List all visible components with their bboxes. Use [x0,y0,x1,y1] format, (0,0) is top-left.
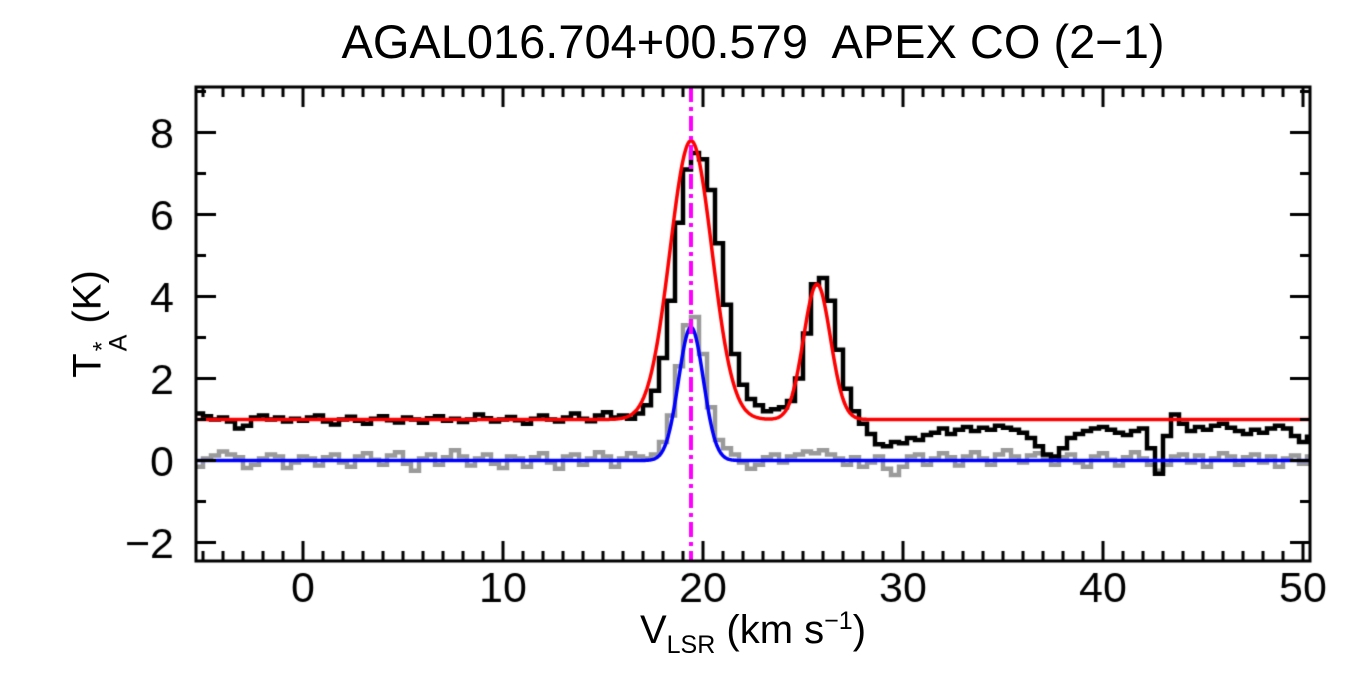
y-axis-label-units: (K) [65,270,110,335]
x-axis-label-superscript: −1 [824,607,853,635]
y-axis-label-symbol: T [65,353,110,378]
chart-title: AGAL016.704+00.579 APEX CO (2−1) [341,15,1165,68]
y-axis-label: T * A (K) [65,270,133,378]
x-axis-label-units-close: ) [852,608,867,652]
x-axis-label-units: (km s [715,608,825,652]
x-axis-label-symbol: V [639,608,667,652]
y-axis-label-subscript: A [104,334,132,352]
x-axis-label: VLSR (km s−1) [196,607,1310,659]
x-axis-label-subscript: LSR [666,631,716,659]
y-axis-label-scripts: * A [89,334,133,352]
